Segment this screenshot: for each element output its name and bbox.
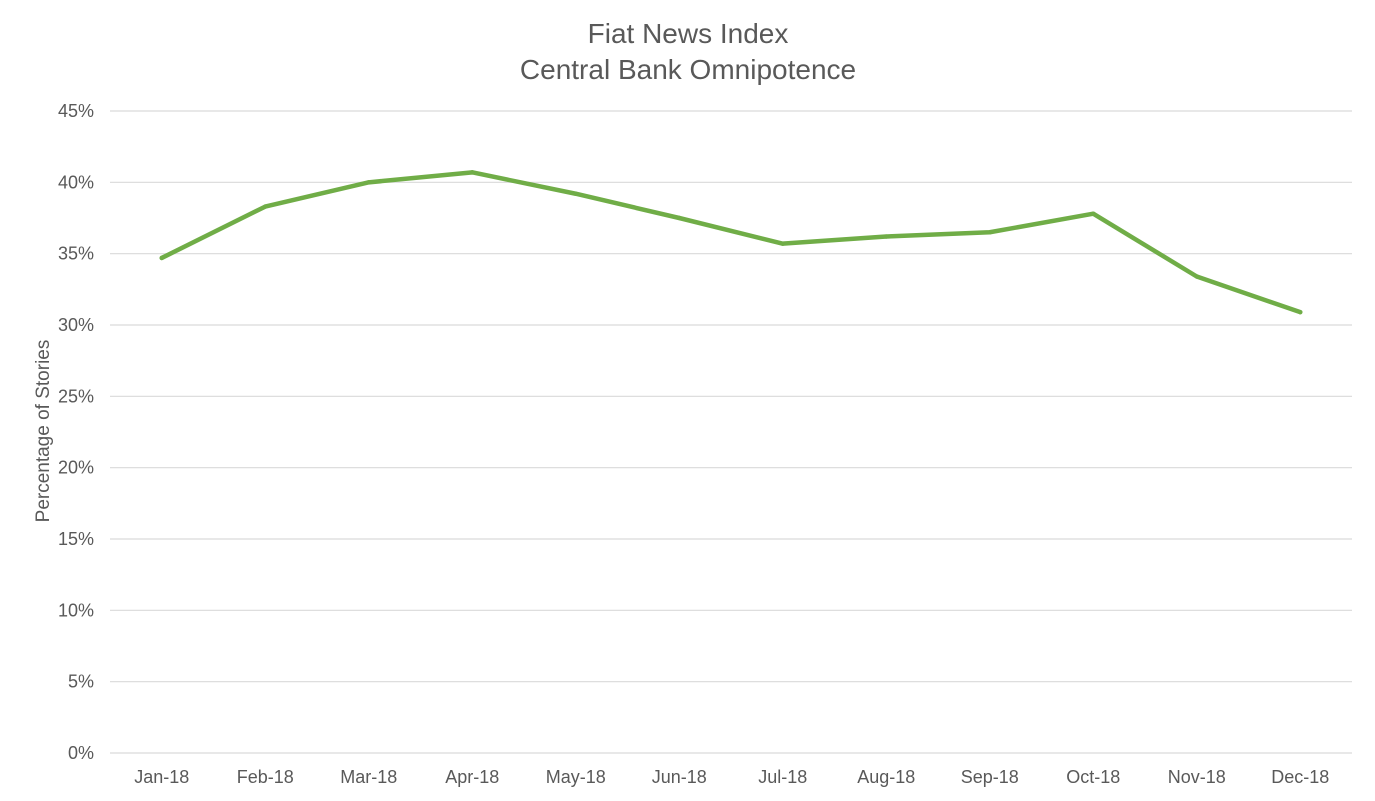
data-point <box>573 191 578 196</box>
y-tick-label: 15% <box>58 529 94 549</box>
y-tick-label: 10% <box>58 600 94 620</box>
x-tick-label: Aug-18 <box>857 767 915 787</box>
x-tick-label: Oct-18 <box>1066 767 1120 787</box>
chart-subtitle: Central Bank Omnipotence <box>520 54 856 85</box>
y-tick-label: 20% <box>58 458 94 478</box>
y-tick-label: 35% <box>58 244 94 264</box>
y-axis-title: Percentage of Stories <box>33 340 54 523</box>
x-tick-label: Apr-18 <box>445 767 499 787</box>
y-tick-label: 45% <box>58 101 94 121</box>
data-point <box>470 170 475 175</box>
data-point <box>987 230 992 235</box>
chart-title: Fiat News Index <box>588 18 789 49</box>
y-tick-label: 5% <box>68 672 94 692</box>
gridlines <box>110 110 1352 754</box>
x-tick-label: Nov-18 <box>1168 767 1226 787</box>
x-tick-label: May-18 <box>546 767 606 787</box>
data-point <box>1091 211 1096 216</box>
x-tick-label: Feb-18 <box>237 767 294 787</box>
y-axis-ticks: 0% 5% 10% 15% 20% 25% 30% 35% 40% 45% <box>58 101 94 763</box>
data-point <box>366 180 371 185</box>
y-tick-label: 30% <box>58 315 94 335</box>
x-tick-label: Sep-18 <box>961 767 1019 787</box>
series-group <box>159 170 1303 315</box>
y-tick-label: 40% <box>58 172 94 192</box>
x-tick-label: Mar-18 <box>340 767 397 787</box>
data-point <box>1298 309 1303 315</box>
data-point <box>780 241 785 246</box>
y-tick-label: 0% <box>68 743 94 763</box>
data-point <box>677 215 682 221</box>
x-tick-label: Jul-18 <box>758 767 807 787</box>
data-point <box>159 255 164 261</box>
y-tick-label: 25% <box>58 386 94 406</box>
x-axis-ticks: Jan-18 Feb-18 Mar-18 Apr-18 May-18 Jun-18 Jul-… <box>134 767 1329 787</box>
data-point <box>1194 274 1199 279</box>
series-line-0 <box>159 170 1303 315</box>
data-point <box>884 234 889 239</box>
x-tick-label: Jan-18 <box>134 767 189 787</box>
data-point <box>263 204 268 209</box>
x-tick-label: Jun-18 <box>652 767 707 787</box>
x-tick-label: Dec-18 <box>1271 767 1329 787</box>
